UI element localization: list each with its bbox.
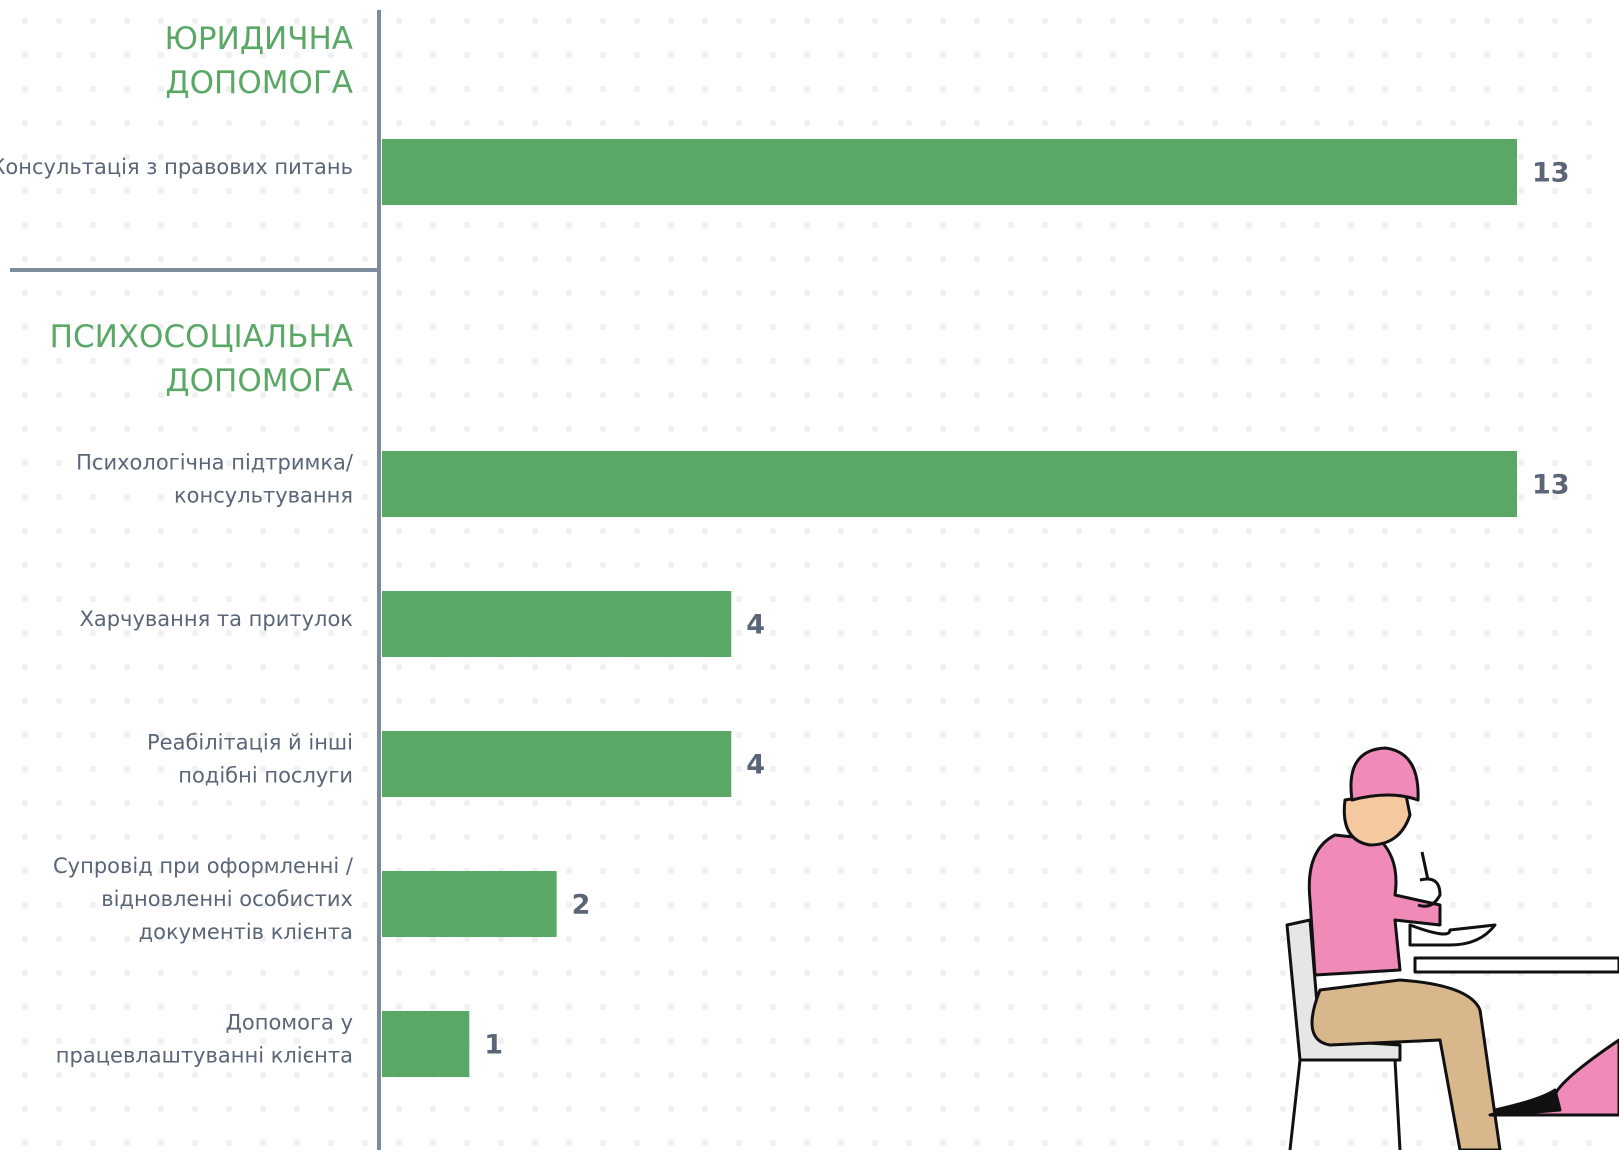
category-label: Психологічна підтримка/консультування	[76, 451, 354, 508]
illustration	[1285, 746, 1619, 1150]
bar	[382, 591, 732, 657]
bar	[382, 871, 557, 937]
value-label: 13	[1532, 158, 1570, 189]
bar	[382, 1011, 470, 1077]
group-title: ЮРИДИЧНА ДОПОМОГА	[164, 21, 353, 101]
bar	[382, 731, 732, 797]
bar	[382, 139, 1517, 205]
bar	[382, 451, 1517, 517]
value-label: 1	[484, 1030, 503, 1061]
value-label: 4	[746, 750, 765, 781]
category-label: Реабілітація й інші подібні послуги	[147, 731, 353, 788]
group-title: ПСИХОСОЦІАЛЬНА ДОПОМОГА	[50, 319, 353, 399]
category-label: Супровід при оформленні / відновленні осо…	[53, 854, 354, 944]
category-label: Консультація з правових питань	[0, 155, 353, 179]
category-label: Харчування та притулок	[79, 607, 353, 631]
value-label: 2	[572, 890, 591, 921]
value-label: 13	[1532, 470, 1570, 501]
value-label: 4	[746, 610, 765, 641]
category-label: Допомога у працевлаштуванні клієнта	[56, 1011, 353, 1068]
